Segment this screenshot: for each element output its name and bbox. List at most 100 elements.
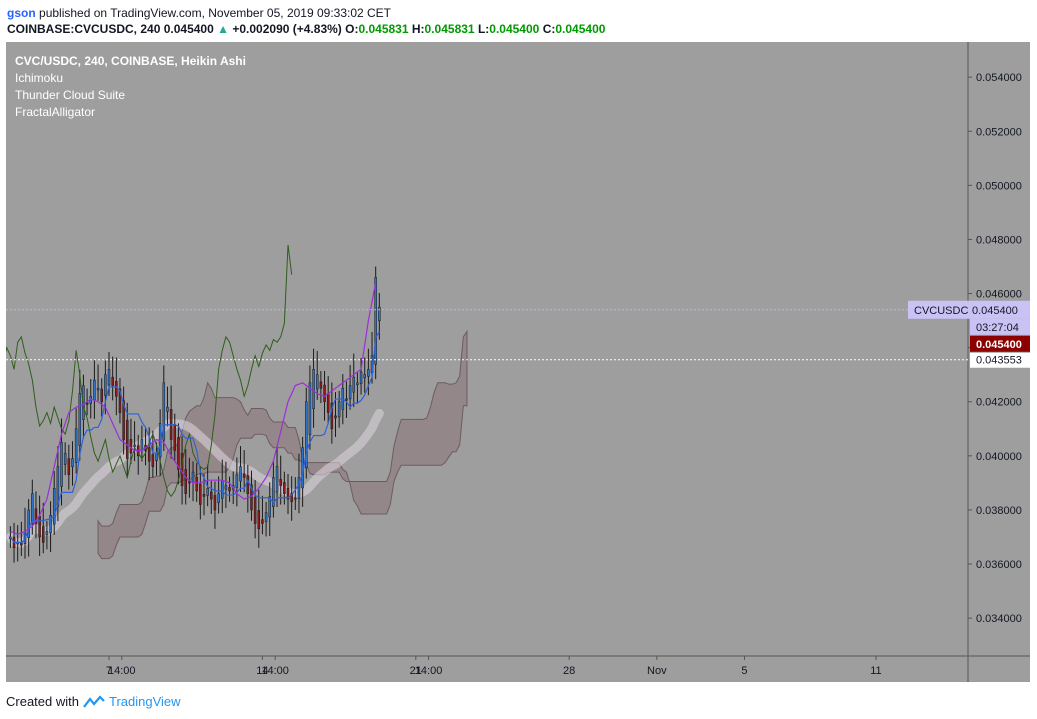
candle-body — [294, 497, 297, 500]
candle-body — [359, 371, 363, 385]
tradingview-logo-icon — [83, 694, 105, 708]
time-tick-label: 14 — [256, 665, 268, 677]
price-tick-label: 0.034000 — [976, 613, 1022, 625]
candle-body — [155, 452, 158, 461]
last-value: 0.045400 — [163, 22, 214, 36]
candle-body — [122, 400, 125, 440]
candle-body — [195, 476, 198, 492]
candle-body — [319, 381, 323, 389]
candle-body — [206, 488, 209, 496]
candle-body — [100, 388, 103, 402]
candle-body — [261, 519, 264, 524]
candle-body — [115, 381, 118, 397]
legend-indicator-ichimoku[interactable]: Ichimoku — [15, 71, 63, 85]
candle-body — [283, 482, 286, 494]
candle-body — [224, 485, 228, 490]
candle-body — [279, 479, 282, 486]
candle-body — [96, 387, 100, 391]
price-tick-label: 0.046000 — [976, 289, 1022, 301]
price-tick-label: 0.042000 — [976, 397, 1022, 409]
publish-text: published on TradingView.com, November 0… — [39, 6, 392, 20]
candle-body — [345, 398, 348, 401]
time-tick-label: Nov — [647, 665, 667, 677]
candle-body — [38, 515, 41, 538]
candle-body — [49, 515, 52, 534]
price-ticks: 0.054000 0.052000 0.050000 0.048000 0.046000… — [968, 72, 1022, 625]
legend-title: CVC/USDC, 240, COINBASE, Heikin Ashi — [15, 54, 246, 68]
candle-body — [275, 466, 279, 493]
candle-body — [221, 479, 224, 499]
tradingview-brand[interactable]: TradingView — [108, 694, 181, 709]
candle-body — [352, 377, 356, 393]
plot-area[interactable] — [6, 42, 968, 656]
legend-indicator-fractal-alligator[interactable]: FractalAlligator — [15, 105, 95, 119]
time-tick-label: 11 — [870, 665, 881, 677]
candle-body — [323, 384, 326, 402]
candle-body — [268, 496, 271, 518]
symbol-tag-name: CVCUSDC — [914, 305, 968, 317]
price-tick-label: 0.038000 — [976, 505, 1022, 517]
candle-body — [166, 406, 169, 412]
price-lines — [6, 309, 968, 361]
candle-body — [202, 494, 206, 497]
candle-body — [162, 382, 166, 441]
time-tick-label: 7 — [106, 665, 112, 677]
candle-body — [337, 401, 341, 418]
candle-body — [199, 483, 202, 505]
change-value: +0.002090 (+4.83%) — [232, 22, 342, 36]
candle-body — [34, 508, 38, 524]
time-tick-label: 5 — [741, 665, 747, 677]
candle-body — [312, 369, 315, 410]
candle-body — [257, 510, 261, 530]
candle-body — [213, 495, 217, 511]
author-link[interactable]: gson — [7, 6, 36, 20]
ohlc-bar: COINBASE:CVCUSDC, 240 0.045400 ▲ +0.0020… — [7, 22, 605, 36]
last-price-label: 0.045400 — [976, 339, 1022, 351]
footer: Created with TradingView — [6, 694, 181, 709]
candle-body — [272, 477, 275, 508]
candle-body — [60, 442, 63, 487]
time-tick-label: 14:00 — [261, 665, 289, 677]
candle-body — [85, 402, 89, 405]
symbol-price-tag — [908, 300, 1030, 319]
publish-info: gson published on TradingView.com, Novem… — [7, 6, 391, 20]
candle-body — [367, 369, 370, 377]
indicator-lines — [6, 244, 380, 543]
last-price-tag — [970, 335, 1030, 352]
high-value: 0.045831 — [424, 22, 475, 36]
price-tick-label: 0.052000 — [976, 126, 1022, 138]
candle-body — [253, 497, 257, 524]
candle-body — [184, 469, 187, 494]
conversion-line — [9, 331, 380, 543]
time-tick-label: 14:00 — [108, 665, 136, 677]
candle-body — [228, 487, 231, 492]
candle-body — [147, 447, 151, 462]
candle-body — [111, 376, 114, 386]
candle-body — [67, 458, 71, 476]
candle-body — [31, 493, 34, 525]
time-tick-label: 14:00 — [415, 665, 443, 677]
change-arrow-icon: ▲ — [217, 22, 230, 36]
candle-body — [45, 531, 49, 535]
candle-body — [129, 439, 133, 454]
candle-body — [378, 306, 381, 322]
alligator-line — [10, 282, 377, 535]
candle-body — [286, 487, 290, 500]
legend-indicator-thunder-cloud[interactable]: Thunder Cloud Suite — [15, 88, 125, 102]
time-axis[interactable] — [6, 656, 1030, 682]
candle-body — [63, 452, 67, 465]
candle-body — [140, 439, 144, 451]
thunder-band-line — [6, 408, 384, 548]
time-tick-label: 21 — [410, 665, 422, 677]
price-tick-label: 0.048000 — [976, 234, 1022, 246]
candle-body — [188, 481, 191, 484]
price-chart[interactable]: 0.054000 0.052000 0.050000 0.048000 0.046000… — [6, 42, 1030, 682]
open-value: 0.045831 — [358, 22, 409, 36]
candle-body — [356, 382, 359, 386]
high-label: H: — [411, 22, 425, 36]
candle-body — [246, 475, 250, 494]
candle-body — [71, 458, 74, 468]
line-price-tag — [970, 352, 1030, 368]
candle-body — [326, 393, 330, 413]
line-price-label: 0.043553 — [976, 355, 1022, 367]
